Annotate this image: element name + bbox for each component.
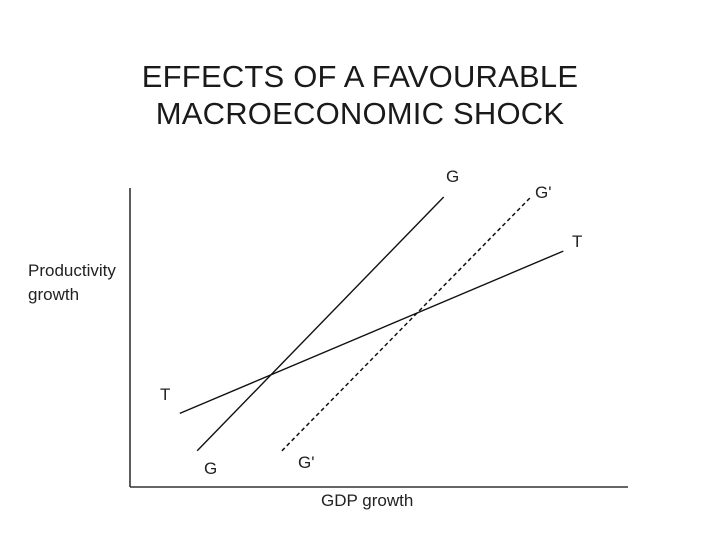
title-line-1: EFFECTS OF A FAVOURABLE [141,59,579,94]
y-axis-label-line-2: growth [28,285,79,304]
g-prime-line-top-label: G' [535,183,551,202]
page-title: EFFECTS OF A FAVOURABLE MACROECONOMIC SH… [0,58,720,132]
t-line-left-label: T [160,385,170,404]
x-axis-label: GDP growth [321,491,413,510]
g-prime-line [281,196,532,452]
g-line-top-label: G [446,167,459,186]
t-line [179,250,564,415]
title-line-2: MACROECONOMIC SHOCK [155,96,565,131]
g-prime-line-bottom-label: G' [298,453,314,472]
y-axis-label-line-1: Productivity [28,261,116,280]
g-line [196,196,445,452]
t-line-right-label: T [572,232,582,251]
g-line-bottom-label: G [204,459,217,478]
